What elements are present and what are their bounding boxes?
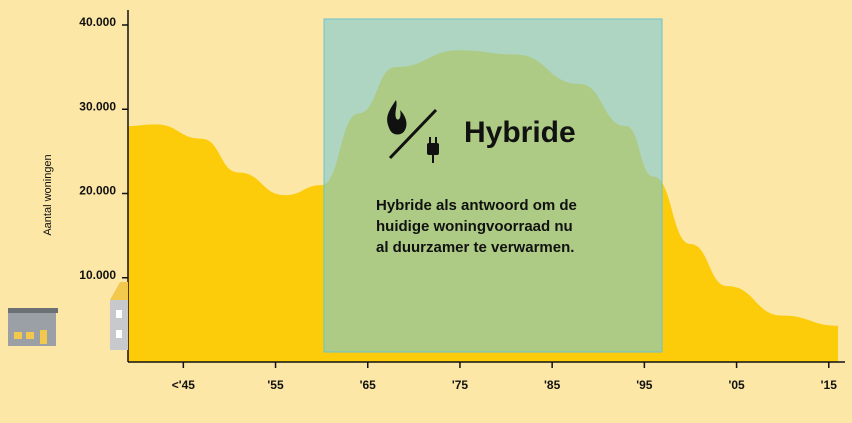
highlight-panel [324,19,662,352]
y-tick-label: 10.000 [79,268,116,282]
x-tick-label: <'45 [172,378,196,392]
annotation-line: huidige woningvoorraad nu [376,218,573,235]
annotation-line: al duurzamer te verwarmen. [376,239,574,256]
y-axis-label: Aantal woningen [42,154,54,235]
chart: Aantal woningen 10.000 20.000 30.000 40.000… [0,0,852,423]
annotation-title: Hybride [464,116,576,149]
y-tick-label: 20.000 [79,184,116,198]
x-tick-label: '05 [728,378,745,392]
x-tick-label: '65 [360,378,377,392]
annotation-line: Hybride als antwoord om de [376,197,577,214]
x-tick-label: '75 [452,378,469,392]
x-tick-label: '95 [636,378,653,392]
x-tick-label: '85 [544,378,561,392]
x-tick-label: '15 [821,378,838,392]
y-tick-label: 40.000 [79,15,116,29]
x-tick-label: '55 [267,378,284,392]
y-tick-label: 30.000 [79,99,116,113]
annotation-text: Hybride als antwoord om de huidige woning… [376,197,577,256]
page: Aantal woningen 10.000 20.000 30.000 40.000… [0,0,852,423]
